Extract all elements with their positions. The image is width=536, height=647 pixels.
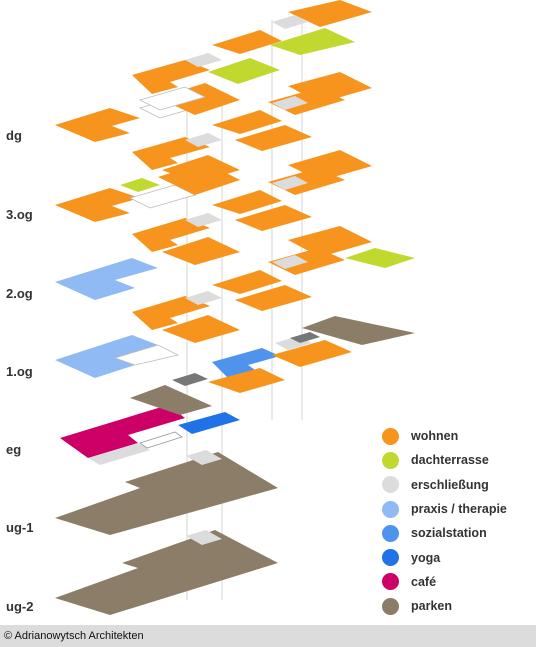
darkblue-circle-icon [382, 549, 399, 567]
wohnen-3-og-f [235, 205, 312, 231]
wohnen-3-og-a [55, 188, 140, 222]
wohnen-2-og-f [288, 226, 372, 257]
floor-label-eg: eg [6, 442, 22, 457]
parking-ramp-eg [130, 385, 212, 415]
dachterrasse-3-og [120, 178, 160, 192]
floor-plate-roof [132, 0, 372, 111]
circulation-eg [88, 443, 150, 465]
sozialstation-1-og [212, 348, 280, 380]
copyright-footer: © Adrianowytsch Architekten [0, 625, 536, 647]
open-space-1-og [113, 344, 180, 366]
floor-plate-ug-2 [55, 530, 278, 615]
gray-circle-icon [382, 476, 399, 494]
wohnen-roof-b [212, 30, 282, 54]
exploded-axonometric-drawing [55, 0, 415, 615]
parking-ug-2 [55, 530, 278, 615]
wohnen-dg-d [162, 155, 240, 183]
wohnen-3-og-e [212, 190, 282, 214]
wohnen-roof-c [288, 0, 372, 27]
yoga-eg [178, 412, 240, 434]
floor-plate-2-og [55, 226, 415, 343]
wohnen-2-og-b [162, 315, 240, 343]
legend-item-dachterrasse: dachterrasse [382, 448, 507, 472]
orange-circle-icon [382, 427, 399, 445]
wohnen-dg-h [288, 72, 372, 103]
wohnen-3-og-h [288, 150, 372, 181]
blue-circle-icon [382, 524, 399, 542]
praxis-1-og [55, 335, 158, 378]
core-2-og-b [272, 255, 308, 269]
dachterrasse-roof-b [270, 28, 355, 55]
core-2-og-a [185, 291, 222, 305]
legend-item-cafe: café [382, 570, 507, 594]
legend-label: sozialstation [411, 526, 487, 541]
praxis-2-og [55, 258, 158, 300]
legend-item-erschliessung: erschließung [382, 473, 507, 497]
floor-plate-ug-1 [55, 450, 278, 535]
floor-label-ug-1: ug-1 [6, 520, 34, 535]
lightblue-circle-icon [382, 500, 399, 518]
floor-label-2-og: 2.og [6, 286, 33, 301]
wohnen-1-og-b [272, 340, 352, 367]
wohnen-dg-a [55, 108, 140, 142]
parking-ug-1 [55, 452, 278, 535]
floor-plate-1-og [55, 316, 415, 393]
wohnen-dg-f [235, 125, 312, 151]
floor-label-3-og: 3.og [6, 207, 33, 222]
circulation-roof [138, 86, 207, 111]
core-1-og-a [172, 373, 208, 386]
wohnen-2-og-a [132, 296, 210, 330]
core-ug-2 [186, 530, 222, 545]
wohnen-3-og-c [132, 218, 210, 252]
floor-label-dg: dg [6, 128, 22, 143]
core-roof-a [185, 53, 222, 67]
parking-1-og [302, 316, 415, 345]
dachterrasse-2-og [345, 248, 415, 268]
core-3-og-a [185, 213, 222, 227]
core-dg-b [272, 96, 308, 110]
legend-item-wohnen: wohnen [382, 424, 507, 448]
legend-label: erschließung [411, 477, 489, 492]
core-1-og-c [290, 332, 320, 343]
copyright-text: © Adrianowytsch Architekten [4, 630, 144, 642]
wohnen-3-og-d [162, 237, 240, 265]
legend-item-parken: parken [382, 594, 507, 618]
magenta-circle-icon [382, 573, 399, 591]
legend-item-yoga: yoga [382, 545, 507, 569]
legend-label: parken [411, 599, 452, 614]
legend: wohnen dachterrasse erschließung praxis … [382, 424, 507, 618]
floor-plate-eg [60, 385, 240, 465]
legend-label: café [411, 574, 437, 589]
entrance-eg [139, 431, 183, 449]
floor-label-1-og: 1.og [6, 364, 33, 379]
legend-label: dachterrasse [411, 453, 489, 468]
wohnen-2-og-c [212, 270, 282, 294]
legend-item-sozialstation: sozialstation [382, 521, 507, 545]
lime-circle-icon [382, 451, 399, 469]
core-ug-1 [186, 450, 222, 465]
core-3-og-b [272, 176, 308, 190]
wohnen-dg-c [132, 137, 210, 170]
brown-circle-icon [382, 597, 399, 615]
wohnen-2-og-d [235, 285, 312, 311]
cafe-eg [60, 405, 185, 458]
core-roof-b [272, 15, 308, 29]
wohnen-dg-e [212, 110, 282, 134]
core-dg-a [185, 133, 222, 147]
legend-label: wohnen [411, 429, 459, 444]
legend-item-praxis-therapie: praxis / therapie [382, 497, 507, 521]
legend-label: yoga [411, 550, 441, 565]
dachterrasse-roof-a [208, 58, 280, 84]
floor-label-ug-2: ug-2 [6, 599, 34, 614]
wohnen-1-og-a [208, 368, 285, 393]
legend-label: praxis / therapie [411, 502, 507, 517]
wohnen-roof-a [132, 60, 210, 94]
